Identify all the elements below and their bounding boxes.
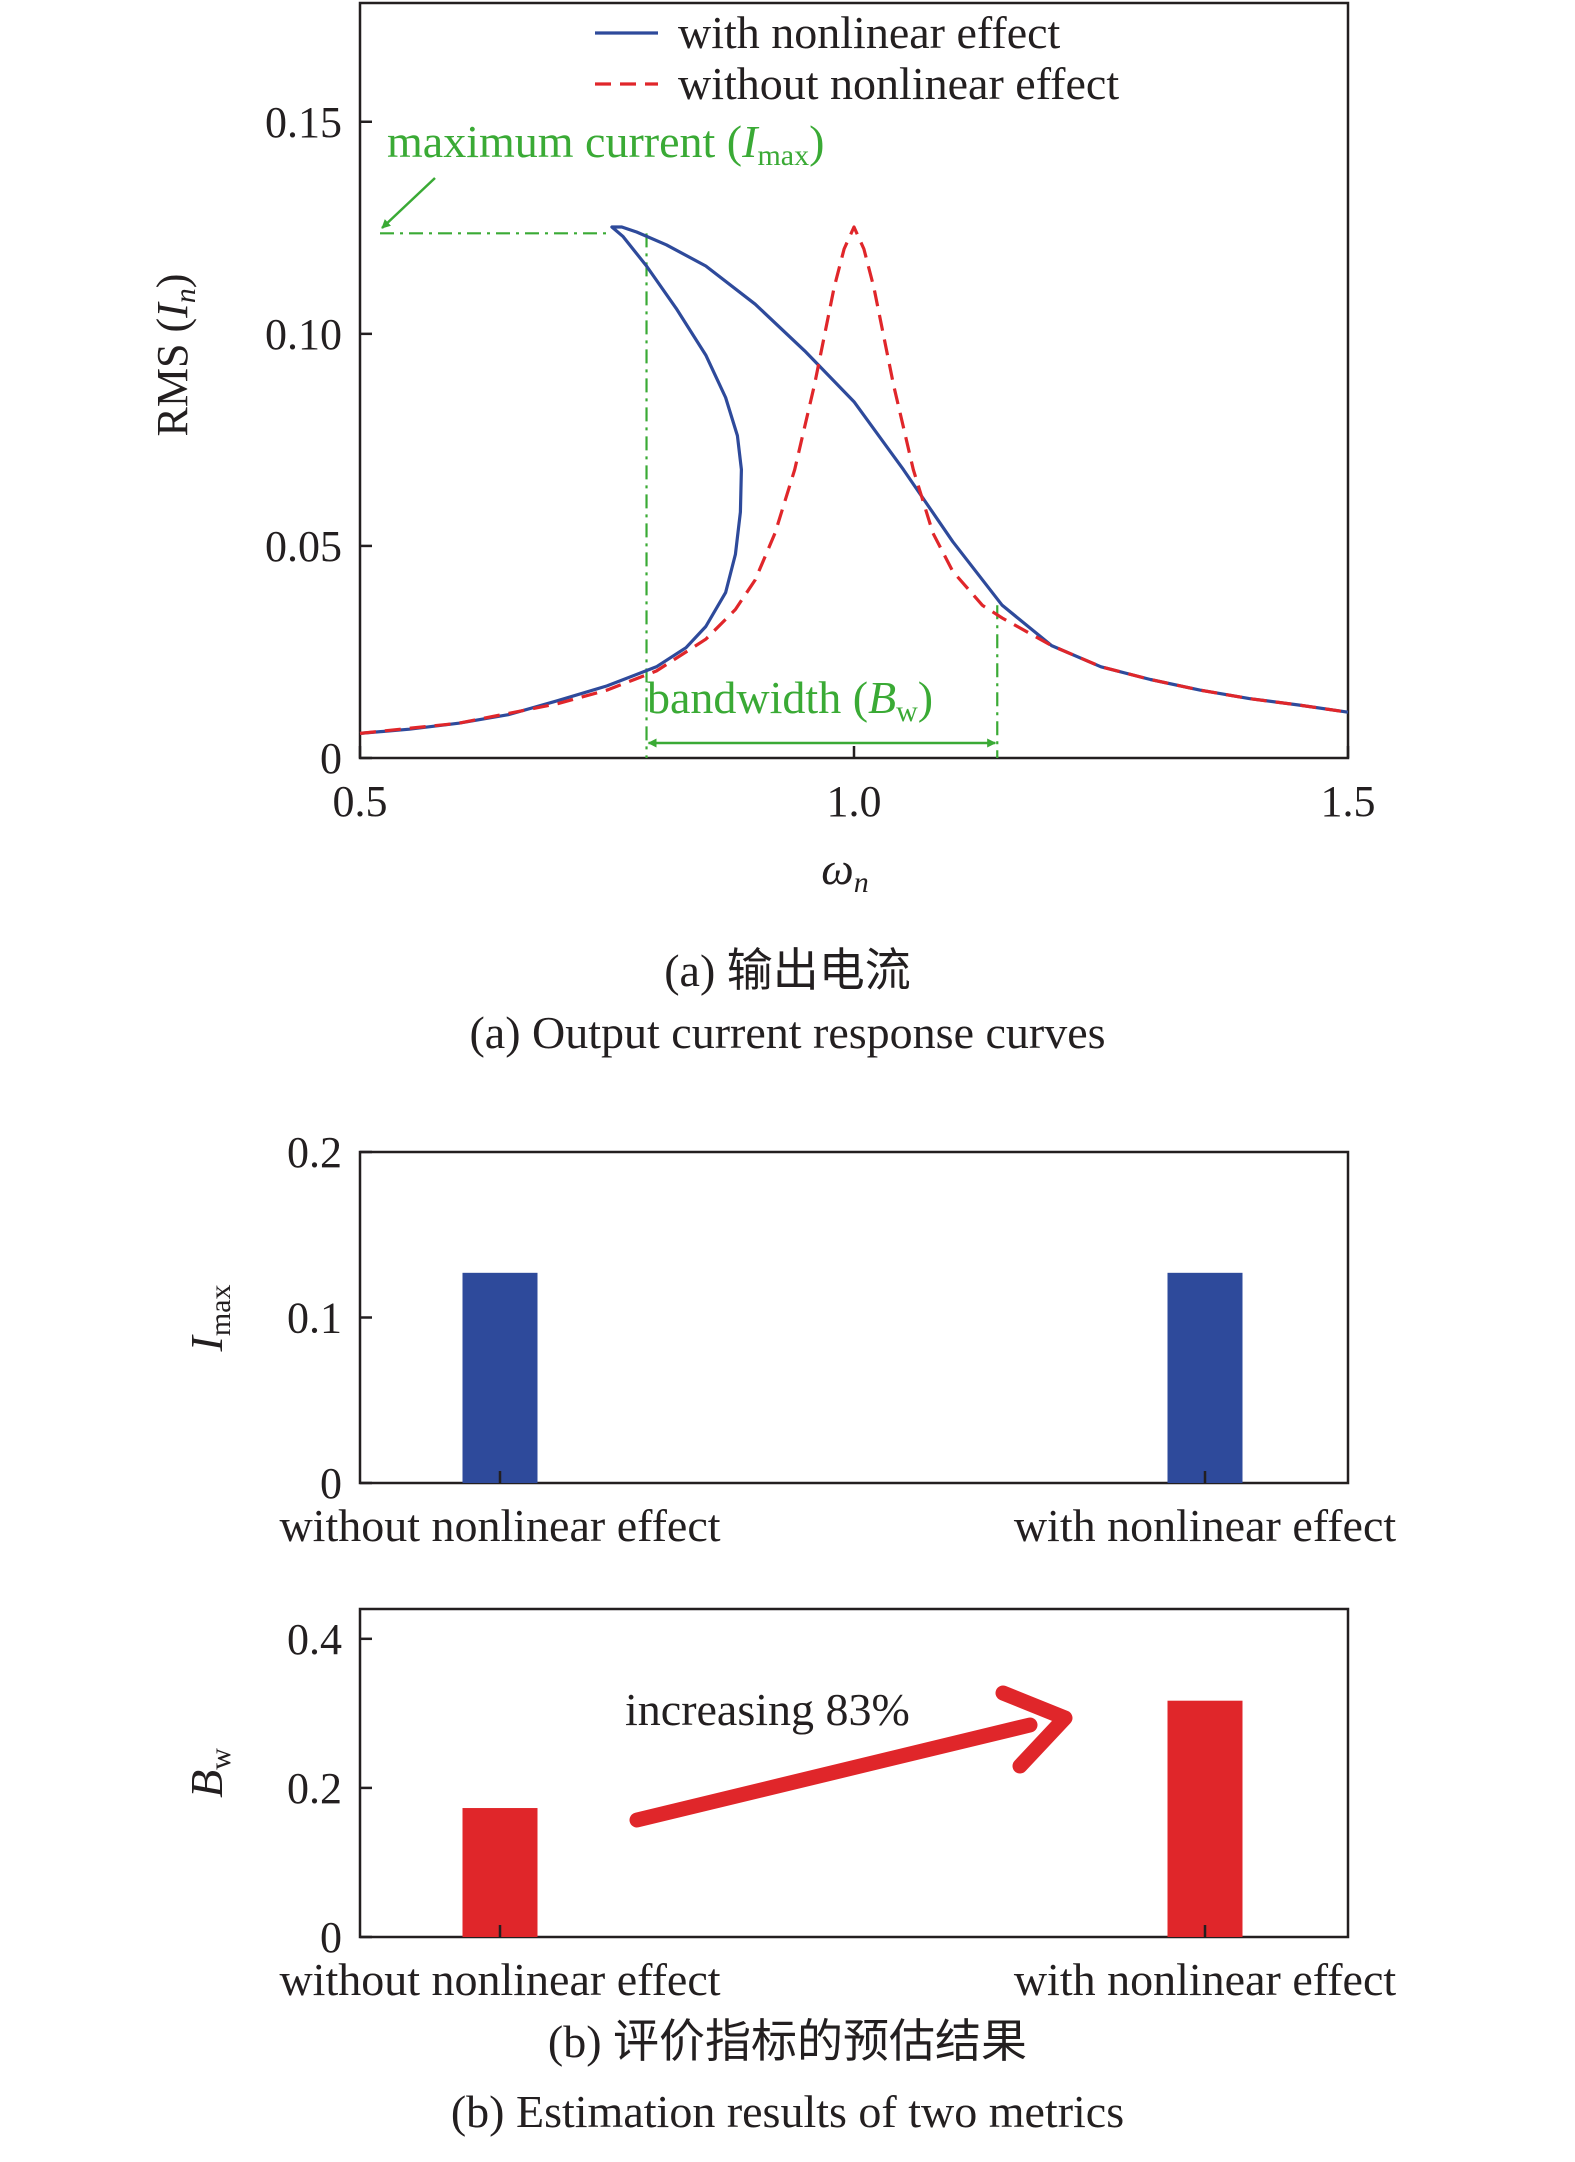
- increase-annotation: increasing 83%: [625, 1684, 910, 1735]
- caption-a-english: (a) Output current response curves: [469, 1007, 1106, 1058]
- x-tick-label: without nonlinear effect: [279, 1954, 720, 2005]
- series-with-nonlinear: [359, 225, 1349, 735]
- y-tick-label: 0.05: [265, 522, 342, 571]
- y-tick-label: 0.1: [287, 1294, 342, 1343]
- legend-label: with nonlinear effect: [678, 7, 1061, 58]
- y-axis-label-imax: Imax: [181, 1285, 237, 1353]
- y-tick-label: 0: [320, 1459, 342, 1508]
- increase-arrow: [629, 1717, 1038, 1828]
- increase-arrowhead: [995, 1685, 1073, 1774]
- x-tick-label: with nonlinear effect: [1014, 1500, 1397, 1551]
- y-axis-label-bw: Bw: [181, 1748, 237, 1798]
- bw-bars: 0 0.2 0.4 without nonlinear effect with nonl…: [279, 1615, 1396, 2005]
- imax-label: maximum current (Imax): [387, 116, 824, 172]
- y-tick-label: 0.10: [265, 310, 342, 359]
- bandwidth-label: bandwidth (Bw): [647, 672, 933, 728]
- y-tick-label: 0.2: [287, 1128, 342, 1177]
- x-tick-label: with nonlinear effect: [1014, 1954, 1397, 2005]
- legend-label: without nonlinear effect: [678, 58, 1119, 109]
- imax-bars: 0 0.1 0.2 without nonlinear effect with nonl…: [279, 1128, 1396, 1551]
- bar-chart-bw: 0 0.2 0.4 without nonlinear effect with nonl…: [181, 1607, 1396, 2005]
- bar: [1167, 1272, 1243, 1483]
- y-tick-label: 0: [320, 1913, 342, 1962]
- plot-frame-bw: [358, 1607, 1350, 1939]
- bar: [462, 1808, 538, 1937]
- y-tick-label: 0.4: [287, 1615, 342, 1664]
- x-tick-label: without nonlinear effect: [279, 1500, 720, 1551]
- series-lines: [359, 225, 1349, 735]
- imax-pointer-arrow: [381, 177, 436, 229]
- caption-a-chinese: (a) 输出电流: [664, 945, 911, 996]
- x-tick-label: 0.5: [333, 777, 388, 826]
- caption-b-chinese: (b) 评价指标的预估结果: [547, 2016, 1028, 2067]
- x-axis-label-a: ωn: [821, 843, 868, 899]
- series-without-nonlinear: [359, 225, 1349, 735]
- bar: [462, 1272, 538, 1483]
- caption-b-english: (b) Estimation results of two metrics: [450, 2086, 1125, 2137]
- y-tick-label: 0: [320, 734, 342, 783]
- y-axis-label-a: RMS (In): [148, 274, 202, 437]
- bar-chart-imax: 0 0.1 0.2 without nonlinear effect with nonl…: [181, 1128, 1396, 1551]
- axis-ticks-a: 0 0.05 0.10 0.15 0.5 1.0 1.5: [265, 98, 1376, 826]
- bar: [1167, 1700, 1243, 1937]
- y-tick-label: 0.15: [265, 98, 342, 147]
- line-chart: 0 0.05 0.10 0.15 0.5 1.0 1.5 with nonlinear ef…: [148, 1, 1376, 899]
- x-tick-label: 1.0: [827, 777, 882, 826]
- annotations: maximum current (Imax) bandwidth (Bw): [381, 116, 997, 748]
- x-tick-label: 1.5: [1321, 777, 1376, 826]
- y-tick-label: 0.2: [287, 1764, 342, 1813]
